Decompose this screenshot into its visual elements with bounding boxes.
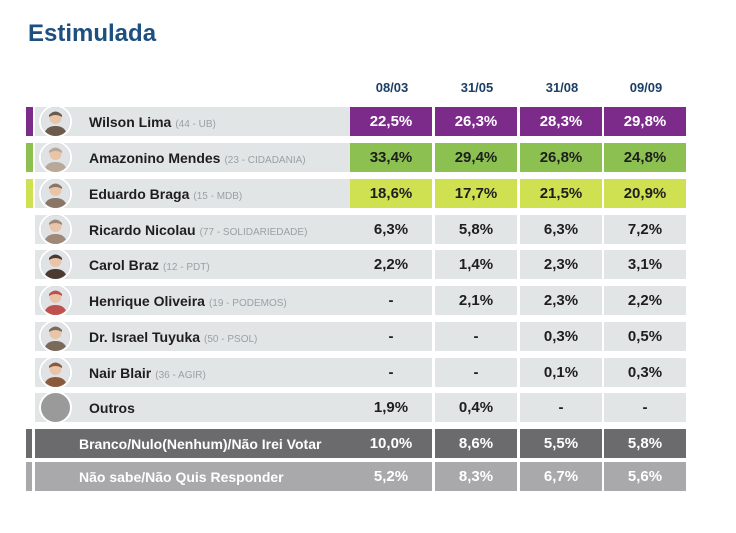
candidate-party: (19 - PODEMOS) — [208, 298, 287, 309]
candidate-avatar — [39, 320, 72, 353]
candidate-name-cell: Nair Blair (36 - AGIR) — [35, 356, 350, 389]
candidate-avatar — [39, 141, 72, 174]
candidate-name-cell: Carol Braz (12 - PDT) — [35, 248, 350, 281]
candidate-avatar — [39, 105, 72, 138]
summary-accent — [26, 429, 32, 458]
summary-value-cell-31-08: 5,5% — [520, 429, 602, 458]
value-cell-31-08: 26,8% — [520, 143, 602, 172]
candidate-name: Henrique Oliveira (19 - PODEMOS) — [89, 293, 287, 309]
candidate-name-cell: Amazonino Mendes (23 - CIDADANIA) — [35, 141, 350, 174]
value-cell-08-03: 2,2% — [350, 250, 432, 279]
summary-value-cell-09-09: 5,8% — [604, 429, 686, 458]
summary-value-cell-09-09: 5,6% — [604, 462, 686, 491]
summary-value-cell-31-05: 8,3% — [435, 462, 517, 491]
value-cell-08-03: 1,9% — [350, 393, 432, 422]
value-cell-31-08: 28,3% — [520, 107, 602, 136]
others-placeholder-icon — [39, 391, 72, 424]
value-cell-09-09: 29,8% — [604, 107, 686, 136]
candidate-name-cell: Outros — [35, 391, 350, 424]
candidate-party: (50 - PSOL) — [204, 334, 258, 345]
value-cell-31-05: 29,4% — [435, 143, 517, 172]
value-cell-08-03: - — [350, 322, 432, 351]
candidate-avatar — [39, 356, 72, 389]
candidate-color-accent — [26, 107, 33, 136]
candidate-avatar — [39, 177, 72, 210]
value-cell-09-09: 0,5% — [604, 322, 686, 351]
candidate-party: (36 - AGIR) — [155, 370, 206, 381]
candidate-name: Carol Braz (12 - PDT) — [89, 257, 210, 273]
value-cell-31-05: - — [435, 322, 517, 351]
candidate-name: Ricardo Nicolau (77 - SOLIDARIEDADE) — [89, 222, 308, 238]
value-cell-31-05: 5,8% — [435, 215, 517, 244]
candidate-party: (23 - CIDADANIA) — [224, 155, 306, 166]
summary-label-cell: Não sabe/Não Quis Responder — [35, 462, 350, 491]
value-cell-31-08: 0,1% — [520, 358, 602, 387]
summary-label: Não sabe/Não Quis Responder — [79, 469, 284, 485]
value-cell-09-09: 7,2% — [604, 215, 686, 244]
value-cell-31-05: - — [435, 358, 517, 387]
summary-value-cell-08-03: 10,0% — [350, 429, 432, 458]
value-cell-09-09: 24,8% — [604, 143, 686, 172]
candidate-name: Nair Blair (36 - AGIR) — [89, 365, 206, 381]
value-cell-31-08: 6,3% — [520, 215, 602, 244]
summary-label-cell: Branco/Nulo(Nenhum)/Não Irei Votar — [35, 429, 350, 458]
value-cell-31-05: 26,3% — [435, 107, 517, 136]
summary-value-cell-08-03: 5,2% — [350, 462, 432, 491]
value-cell-31-08: - — [520, 393, 602, 422]
value-cell-09-09: 3,1% — [604, 250, 686, 279]
date-header-31-05: 31/05 — [460, 80, 494, 95]
candidate-party: (44 - UB) — [175, 119, 216, 130]
value-cell-31-05: 0,4% — [435, 393, 517, 422]
value-cell-08-03: 18,6% — [350, 179, 432, 208]
candidate-avatar — [39, 284, 72, 317]
value-cell-31-05: 17,7% — [435, 179, 517, 208]
candidate-name: Amazonino Mendes (23 - CIDADANIA) — [89, 150, 306, 166]
candidate-name: Dr. Israel Tuyuka (50 - PSOL) — [89, 329, 258, 345]
candidate-name-cell: Wilson Lima (44 - UB) — [35, 105, 350, 138]
candidate-party: (12 - PDT) — [163, 262, 210, 273]
value-cell-31-08: 2,3% — [520, 286, 602, 315]
date-header-08-03: 08/03 — [375, 80, 409, 95]
value-cell-09-09: 0,3% — [604, 358, 686, 387]
candidate-name-cell: Dr. Israel Tuyuka (50 - PSOL) — [35, 320, 350, 353]
value-cell-09-09: - — [604, 393, 686, 422]
value-cell-31-08: 0,3% — [520, 322, 602, 351]
value-cell-09-09: 2,2% — [604, 286, 686, 315]
summary-value-cell-31-08: 6,7% — [520, 462, 602, 491]
candidate-avatar — [39, 248, 72, 281]
value-cell-31-08: 2,3% — [520, 250, 602, 279]
value-cell-08-03: 22,5% — [350, 107, 432, 136]
value-cell-08-03: 33,4% — [350, 143, 432, 172]
value-cell-08-03: - — [350, 358, 432, 387]
candidate-name-cell: Eduardo Braga (15 - MDB) — [35, 177, 350, 210]
value-cell-08-03: - — [350, 286, 432, 315]
value-cell-09-09: 20,9% — [604, 179, 686, 208]
candidate-color-accent — [26, 179, 33, 208]
date-header-09-09: 09/09 — [629, 80, 663, 95]
summary-label: Branco/Nulo(Nenhum)/Não Irei Votar — [79, 436, 322, 452]
candidate-party: (15 - MDB) — [193, 191, 243, 202]
candidate-name: Wilson Lima (44 - UB) — [89, 114, 216, 130]
value-cell-08-03: 6,3% — [350, 215, 432, 244]
candidate-name: Eduardo Braga (15 - MDB) — [89, 186, 243, 202]
date-header-31-08: 31/08 — [545, 80, 579, 95]
value-cell-31-05: 1,4% — [435, 250, 517, 279]
summary-accent — [26, 462, 32, 491]
summary-value-cell-31-05: 8,6% — [435, 429, 517, 458]
candidate-avatar — [39, 213, 72, 246]
chart-title: Estimulada — [28, 20, 157, 47]
candidate-name-cell: Ricardo Nicolau (77 - SOLIDARIEDADE) — [35, 213, 350, 246]
candidate-party: (77 - SOLIDARIEDADE) — [199, 227, 308, 238]
candidate-name-cell: Henrique Oliveira (19 - PODEMOS) — [35, 284, 350, 317]
value-cell-31-08: 21,5% — [520, 179, 602, 208]
candidate-color-accent — [26, 143, 33, 172]
candidate-name: Outros — [89, 400, 135, 416]
value-cell-31-05: 2,1% — [435, 286, 517, 315]
